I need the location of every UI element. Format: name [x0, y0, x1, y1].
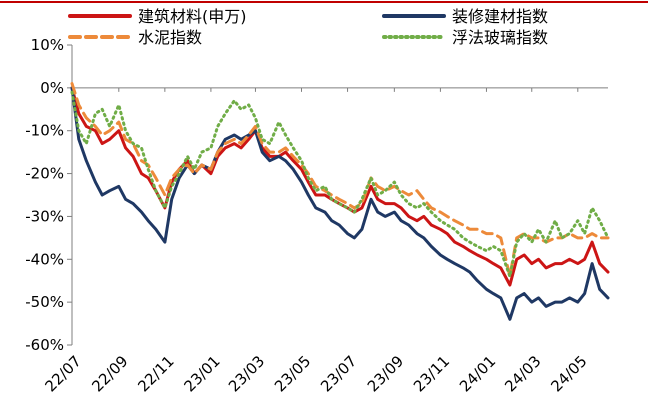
y-tick-label: 10% [31, 36, 64, 54]
x-tick-label: 23/09 [364, 352, 407, 395]
x-tick-label: 23/05 [271, 352, 314, 395]
x-tick-label: 22/11 [134, 352, 177, 395]
y-tick-label: -50% [25, 293, 64, 311]
series-line-0 [70, 86, 610, 287]
x-tick-label: 22/07 [42, 352, 85, 395]
series-line-1 [70, 86, 610, 321]
x-tick-label: 24/05 [547, 352, 590, 395]
axes: 10%0%-10%-20%-30%-40%-50%-60%22/07 22/09 2… [25, 36, 608, 395]
x-tick-label: 24/01 [456, 352, 499, 395]
series-line-3 [70, 90, 610, 278]
y-tick-label: 0% [40, 79, 64, 97]
x-tick-label: 24/03 [501, 352, 544, 395]
y-tick-label: -20% [25, 165, 64, 183]
legend-label-2: 水泥指数 [138, 28, 202, 47]
x-tick-label: 23/01 [180, 352, 223, 395]
x-tick-label: 23/11 [410, 352, 453, 395]
legend-label-0: 建筑材料(申万) [138, 7, 247, 26]
y-tick-label: -10% [25, 122, 64, 140]
y-tick-label: -60% [25, 336, 64, 354]
series-line-2 [70, 82, 610, 278]
x-tick-label: 22/09 [88, 352, 131, 395]
x-tick-label: 23/03 [225, 352, 268, 395]
y-tick-label: -30% [25, 207, 64, 225]
y-tick-label: -40% [25, 250, 64, 268]
x-tick-label: 23/07 [317, 352, 360, 395]
legend-label-3: 浮法玻璃指数 [452, 28, 548, 47]
legend-label-1: 装修建材指数 [452, 7, 548, 26]
series-group [70, 82, 610, 321]
